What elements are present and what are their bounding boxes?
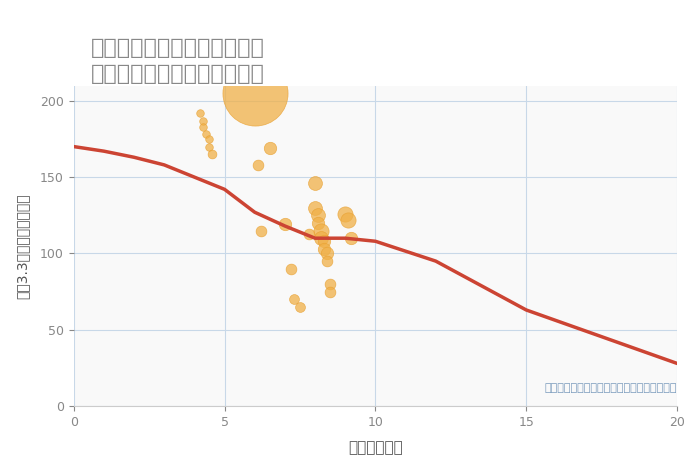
Point	[316, 227, 327, 235]
Point	[321, 258, 332, 265]
Point	[303, 230, 314, 237]
Point	[198, 123, 209, 131]
Point	[318, 237, 330, 245]
Point	[321, 250, 332, 257]
Point	[340, 210, 351, 218]
Point	[255, 227, 266, 235]
Point	[312, 219, 323, 227]
Point	[249, 89, 260, 97]
Point	[325, 288, 336, 296]
Point	[198, 117, 209, 125]
Point	[207, 150, 218, 158]
Point	[204, 143, 215, 150]
Point	[325, 280, 336, 288]
Point	[316, 235, 327, 242]
Point	[204, 135, 215, 143]
Point	[342, 216, 354, 224]
Point	[312, 212, 323, 219]
X-axis label: 駅距離（分）: 駅距離（分）	[348, 440, 402, 455]
Point	[288, 296, 300, 303]
Point	[264, 144, 275, 152]
Text: 兵庫県西宮市甲子園洲鳥町の
駅距離別中古マンション価格: 兵庫県西宮市甲子園洲鳥町の 駅距離別中古マンション価格	[91, 38, 265, 84]
Point	[309, 204, 321, 212]
Y-axis label: 坪（3.3㎡）単価（万円）: 坪（3.3㎡）単価（万円）	[15, 193, 29, 298]
Point	[295, 303, 306, 311]
Point	[201, 131, 212, 138]
Point	[318, 245, 330, 253]
Point	[309, 180, 321, 187]
Point	[195, 109, 206, 117]
Point	[346, 235, 357, 242]
Point	[286, 265, 297, 273]
Point	[279, 221, 290, 228]
Point	[252, 161, 263, 169]
Text: 円の大きさは、取引のあった物件面積を示す: 円の大きさは、取引のあった物件面積を示す	[545, 384, 677, 393]
